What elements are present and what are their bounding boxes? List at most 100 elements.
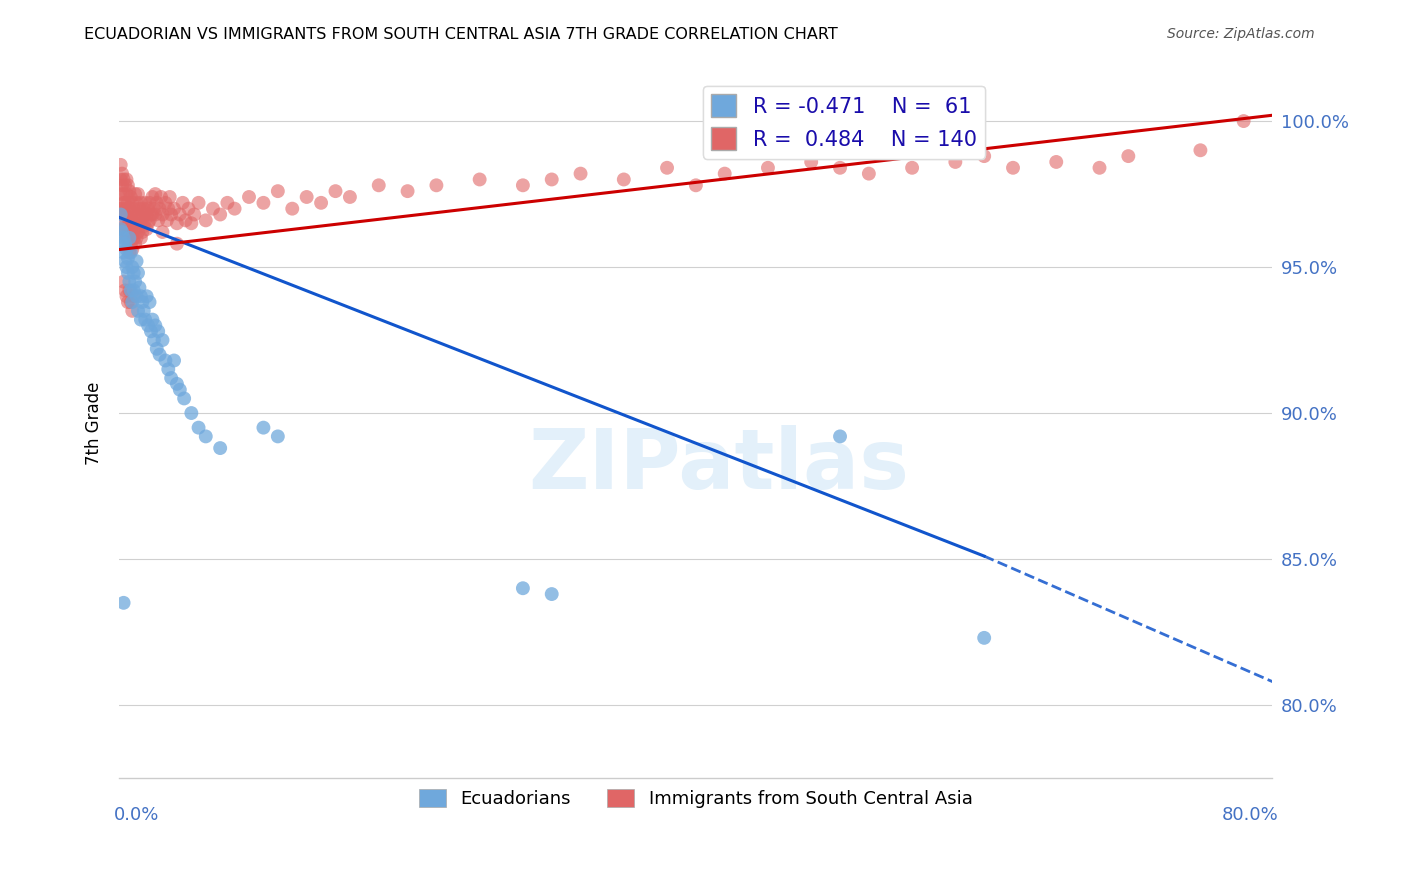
Point — [114, 254, 136, 268]
Point — [121, 213, 143, 227]
Point — [131, 295, 153, 310]
Point — [121, 227, 143, 242]
Point — [112, 596, 135, 610]
Point — [131, 225, 153, 239]
Point — [122, 216, 145, 230]
Point — [209, 207, 232, 221]
Point — [238, 190, 260, 204]
Point — [118, 275, 141, 289]
Point — [201, 202, 224, 216]
Point — [134, 213, 156, 227]
Point — [115, 202, 138, 216]
Point — [115, 187, 138, 202]
Point — [129, 289, 152, 303]
Point — [117, 252, 139, 266]
Point — [309, 195, 332, 210]
Point — [136, 216, 159, 230]
Point — [118, 231, 141, 245]
Point — [136, 318, 159, 333]
Point — [141, 207, 163, 221]
Point — [132, 219, 155, 234]
Point — [115, 216, 138, 230]
Point — [325, 184, 347, 198]
Point — [828, 161, 851, 175]
Point — [125, 289, 148, 303]
Point — [124, 236, 146, 251]
Point — [396, 184, 419, 198]
Point — [569, 167, 592, 181]
Point — [110, 158, 132, 172]
Point — [120, 222, 142, 236]
Point — [155, 353, 177, 368]
Point — [177, 202, 200, 216]
Point — [129, 195, 152, 210]
Point — [166, 376, 188, 391]
Point — [339, 190, 361, 204]
Point — [128, 219, 150, 234]
Point — [224, 202, 246, 216]
Point — [111, 178, 134, 193]
Point — [209, 441, 232, 455]
Point — [858, 167, 880, 181]
Point — [131, 207, 153, 221]
Point — [713, 167, 735, 181]
Point — [114, 207, 136, 221]
Point — [149, 348, 172, 362]
Point — [141, 190, 163, 204]
Point — [169, 207, 191, 221]
Point — [148, 213, 170, 227]
Point — [145, 195, 167, 210]
Point — [152, 207, 174, 221]
Point — [142, 333, 165, 347]
Point — [512, 581, 534, 595]
Point — [121, 195, 143, 210]
Point — [122, 231, 145, 245]
Point — [194, 213, 217, 227]
Point — [127, 187, 149, 202]
Point — [540, 172, 562, 186]
Point — [135, 222, 157, 236]
Point — [114, 225, 136, 239]
Point — [111, 236, 134, 251]
Point — [141, 312, 163, 326]
Point — [135, 207, 157, 221]
Point — [828, 429, 851, 443]
Point — [150, 190, 173, 204]
Point — [135, 289, 157, 303]
Point — [115, 289, 138, 303]
Point — [136, 202, 159, 216]
Point — [118, 184, 141, 198]
Point — [160, 207, 183, 221]
Point — [120, 284, 142, 298]
Point — [112, 231, 135, 245]
Point — [125, 231, 148, 245]
Point — [163, 353, 186, 368]
Point — [121, 303, 143, 318]
Point — [143, 187, 166, 202]
Text: 0.0%: 0.0% — [114, 806, 159, 824]
Point — [122, 284, 145, 298]
Point — [127, 225, 149, 239]
Point — [132, 303, 155, 318]
Point — [183, 207, 205, 221]
Point — [173, 392, 195, 406]
Y-axis label: 7th Grade: 7th Grade — [86, 382, 103, 465]
Point — [111, 216, 134, 230]
Point — [112, 207, 135, 221]
Point — [267, 184, 290, 198]
Point — [122, 289, 145, 303]
Point — [117, 225, 139, 239]
Point — [128, 280, 150, 294]
Point — [169, 383, 191, 397]
Point — [901, 161, 924, 175]
Point — [124, 222, 146, 236]
Point — [121, 295, 143, 310]
Point — [800, 155, 823, 169]
Point — [112, 222, 135, 236]
Point — [117, 211, 139, 225]
Point — [156, 213, 179, 227]
Legend: R = -0.471    N =  61, R =  0.484    N = 140: R = -0.471 N = 61, R = 0.484 N = 140 — [703, 86, 986, 159]
Point — [118, 231, 141, 245]
Point — [120, 190, 142, 204]
Point — [112, 187, 135, 202]
